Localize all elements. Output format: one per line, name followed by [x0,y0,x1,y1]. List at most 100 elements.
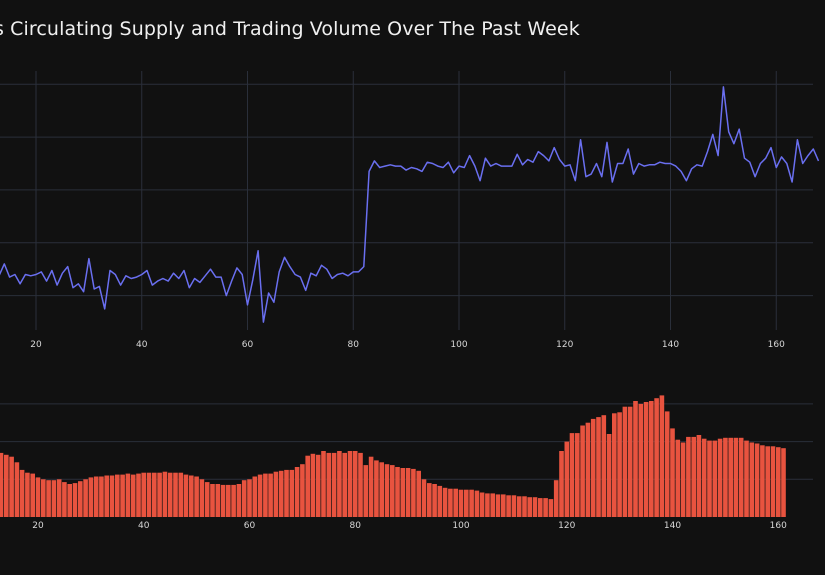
line-series [0,86,820,323]
volume-bar [522,496,527,517]
volume-bar [659,395,665,517]
volume-bar [680,442,686,517]
volume-bar [67,484,72,517]
volume-bar [278,470,284,517]
volume-bar [458,489,464,517]
volume-bar [363,465,369,517]
volume-bar [448,488,453,517]
volume-bar [19,469,25,517]
volume-bar [384,464,390,517]
volume-bar [115,474,120,517]
volume-bar [56,479,62,517]
volume-bar [130,474,136,517]
volume-bar [72,483,78,517]
volume-bar [712,440,718,517]
volume-bar [733,437,739,517]
x-tick-label: 100 [450,340,467,350]
volume-bar [723,437,728,517]
volume-bar [300,464,305,517]
volume-bar [204,482,210,517]
volume-bar [511,495,517,517]
volume-bar [352,451,358,517]
volume-bar [379,462,384,517]
volume-bar [189,475,194,517]
volume-bar [152,472,157,517]
volume-bar [649,401,654,517]
volume-bar [241,480,247,517]
volume-bar [215,484,221,517]
volume-bar [633,401,638,517]
volume-bar [390,465,395,517]
volume-bar [643,402,649,517]
volume-bar [765,446,770,517]
x-tick-label: 160 [768,340,785,350]
volume-bar [411,468,416,517]
volume-bar [35,477,41,517]
volume-bar [664,411,670,517]
volume-bar [337,451,342,517]
volume-bar [183,474,189,517]
volume-bar [617,412,622,517]
volume-bar [331,452,337,517]
volume-bar [305,455,310,517]
volume-bar [374,460,379,517]
volume-bar [194,476,199,517]
volume-bar [437,485,443,517]
x-tick-label: 60 [242,340,254,350]
volume-bar [88,477,94,517]
volume-bar [231,484,236,517]
line-chart-panel: 20 40 60 80 100 120 140 160 [0,71,820,350]
volume-bar [749,442,755,517]
bar-chart-panel: 20 40 60 80 100 120 140 160 [0,395,813,531]
volume-bar [51,480,57,517]
volume-bar [400,468,406,517]
volume-bar [469,489,474,517]
volume-bar [421,479,427,517]
volume-bar [691,436,696,517]
volume-bar [252,476,258,517]
volume-bar [427,483,432,517]
volume-bar [585,422,591,517]
volume-bar [559,451,564,517]
x-tick-label: 100 [452,521,469,531]
volume-bar [548,499,554,517]
volume-bar [125,473,131,517]
volume-bar [368,456,374,517]
volume-bar [744,440,749,517]
volume-bar [464,489,469,517]
volume-bar [654,398,659,517]
volume-bar [25,472,30,517]
volume-bar [686,436,691,517]
volume-bar [395,467,400,517]
volume-bar [781,448,786,517]
volume-bar [83,479,88,517]
volume-bar [432,484,437,517]
volume-bar [93,476,99,517]
x-tick-label: 160 [770,521,787,531]
volume-bar [120,474,125,517]
volume-bar [226,484,231,517]
volume-bar [527,497,532,517]
volume-bar [289,469,295,517]
volume-bar [728,437,733,517]
x-tick-label: 20 [32,521,44,531]
volume-bar [315,454,321,517]
volume-bar [284,469,289,517]
volume-bar [596,417,601,517]
volume-bar [210,484,215,517]
volume-bar [701,438,707,517]
volume-bar [506,495,511,517]
volume-bar [564,441,570,517]
x-tick-label: 120 [556,340,573,350]
volume-bar [141,472,146,517]
x-tick-label: 140 [662,340,679,350]
x-tick-label: 40 [136,340,148,350]
volume-bar [638,403,644,517]
volume-bar [580,425,585,517]
volume-bar [342,452,347,517]
volume-bar [442,487,448,517]
x-tick-label: 60 [244,521,256,531]
volume-bar [263,473,268,517]
volume-bar [627,406,633,517]
